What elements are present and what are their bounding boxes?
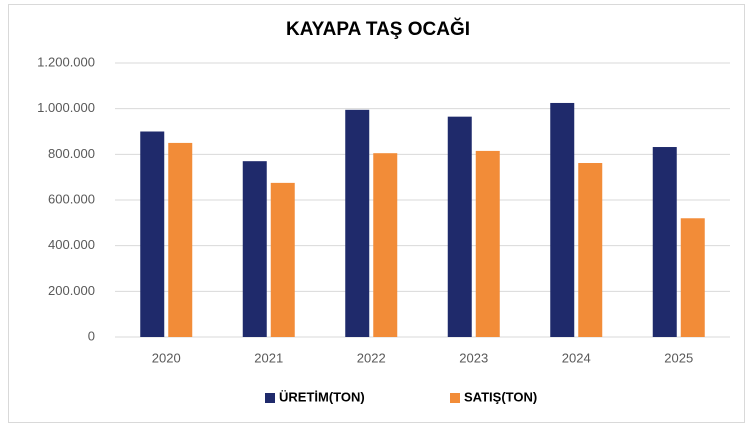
chart-title: KAYAPA TAŞ OCAĞI <box>286 18 470 40</box>
bar <box>652 147 677 337</box>
y-tick-label: 800.000 <box>48 146 95 161</box>
x-tick-label: 2023 <box>459 350 488 365</box>
x-tick-label: 2020 <box>152 350 181 365</box>
bar <box>680 218 705 337</box>
legend-label: ÜRETİM(TON) <box>279 389 365 404</box>
bar <box>373 153 398 337</box>
bar <box>447 116 472 338</box>
bar <box>578 163 603 337</box>
x-tick-label: 2022 <box>357 350 386 365</box>
bar <box>345 109 370 337</box>
y-tick-label: 200.000 <box>48 283 95 298</box>
y-tick-label: 1.000.000 <box>37 100 95 115</box>
bar <box>550 102 575 337</box>
x-tick-label: 2025 <box>664 350 693 365</box>
y-tick-label: 0 <box>88 328 95 343</box>
legend-swatch <box>450 393 460 403</box>
y-tick-label: 400.000 <box>48 237 95 252</box>
bar <box>140 131 165 337</box>
x-tick-label: 2024 <box>562 350 591 365</box>
bar <box>168 142 193 337</box>
legend-swatch <box>265 393 275 403</box>
x-tick-label: 2021 <box>254 350 283 365</box>
bar <box>270 182 295 337</box>
y-tick-label: 600.000 <box>48 191 95 206</box>
bar <box>242 161 267 337</box>
bar <box>475 150 500 337</box>
legend-label: SATIŞ(TON) <box>464 389 537 404</box>
y-tick-label: 1.200.000 <box>37 54 95 69</box>
